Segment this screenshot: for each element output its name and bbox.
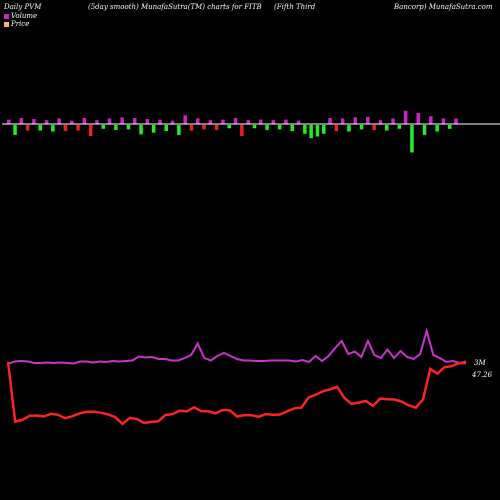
- legend-swatch-price: [4, 21, 9, 27]
- volume-bar: [385, 125, 389, 131]
- volume-bar: [126, 125, 131, 130]
- volume-bar: [120, 117, 124, 124]
- volume-bar: [309, 125, 313, 139]
- volume-bar: [139, 125, 143, 135]
- volume-bar: [114, 125, 118, 130]
- volume-bar: [441, 118, 446, 124]
- volume-bar: [88, 125, 93, 136]
- volume-bar: [177, 125, 181, 135]
- volume-bar: [454, 118, 458, 124]
- volume-bar: [13, 125, 17, 135]
- volume-bar: [151, 125, 156, 133]
- volume-bar: [296, 120, 301, 124]
- company-name-part1: (Fifth Third: [274, 3, 316, 11]
- volume-bar: [170, 120, 175, 124]
- volume-bar: [101, 125, 105, 129]
- volume-bar: [429, 116, 433, 124]
- volume-bar: [290, 125, 294, 132]
- company-name-part2: Bancorp) MunafaSutra.com: [394, 3, 493, 11]
- volume-bar: [95, 120, 99, 124]
- volume-bar: [208, 120, 213, 124]
- chart-label-left: Daily PVM: [4, 3, 42, 11]
- volume-bar: [196, 118, 200, 124]
- volume-bar: [372, 125, 376, 130]
- volume-bar: [158, 119, 162, 124]
- volume-bar: [259, 119, 263, 124]
- volume-bar: [76, 125, 80, 131]
- volume-bar: [70, 120, 74, 124]
- volume-bar: [133, 117, 137, 124]
- volume-bar: [57, 118, 61, 124]
- volume-bar: [328, 117, 332, 124]
- chart-title: (5day smooth) MunafaSutra(TM) charts for…: [88, 3, 262, 11]
- price-last-label: 47.26: [471, 371, 493, 379]
- volume-bar: [240, 125, 244, 136]
- volume-last-label: 3M: [474, 359, 486, 367]
- volume-bar: [391, 118, 395, 124]
- volume-bar: [189, 125, 194, 131]
- volume-bar: [271, 120, 276, 124]
- volume-bar: [25, 125, 30, 131]
- volume-bar: [82, 117, 87, 124]
- legend-volume: Volume: [4, 12, 37, 20]
- volume-bar: [233, 117, 238, 124]
- volume-bar: [145, 119, 150, 124]
- volume-bar: [315, 125, 320, 137]
- volume-bar: [347, 125, 351, 132]
- volume-bar: [32, 119, 36, 124]
- volume-bar: [340, 118, 345, 124]
- legend-price: Price: [4, 20, 29, 28]
- volume-line: [7, 327, 467, 365]
- legend-label-volume: Volume: [11, 12, 38, 20]
- volume-bar: [19, 117, 24, 124]
- volume-bar: [252, 125, 257, 129]
- volume-bar: [397, 125, 402, 129]
- volume-bar: [410, 125, 414, 153]
- volume-bar: [214, 125, 219, 130]
- volume-bar: [227, 125, 231, 129]
- legend-swatch-volume: [4, 13, 9, 19]
- volume-bar: [322, 125, 326, 134]
- volume-bar: [202, 125, 206, 130]
- volume-bar: [366, 116, 370, 124]
- volume-bar: [378, 120, 383, 124]
- volume-bar: [183, 115, 187, 124]
- volume-bar: [334, 125, 339, 132]
- volume-bar: [44, 120, 49, 124]
- volume-bar: [448, 125, 452, 129]
- volume-bar: [107, 118, 112, 124]
- legend-label-price: Price: [11, 20, 30, 28]
- volume-bar: [284, 119, 288, 124]
- volume-bar: [7, 119, 11, 124]
- volume-bar: [359, 125, 364, 130]
- volume-bar: [164, 125, 168, 132]
- volume-bar: [353, 117, 357, 124]
- volume-bar: [422, 125, 427, 135]
- volume-bar: [221, 119, 225, 124]
- volume-bar: [51, 125, 55, 132]
- volume-bar: [277, 125, 282, 130]
- volume-bar: [416, 113, 420, 124]
- volume-bar: [246, 120, 250, 124]
- volume-bar: [403, 110, 408, 124]
- volume-bar: [303, 125, 307, 134]
- volume-bar: [265, 125, 269, 130]
- volume-bars: [7, 110, 458, 153]
- volume-bar: [435, 125, 439, 132]
- price-line: [6, 361, 466, 426]
- volume-bar: [38, 125, 42, 131]
- volume-bar: [63, 125, 68, 132]
